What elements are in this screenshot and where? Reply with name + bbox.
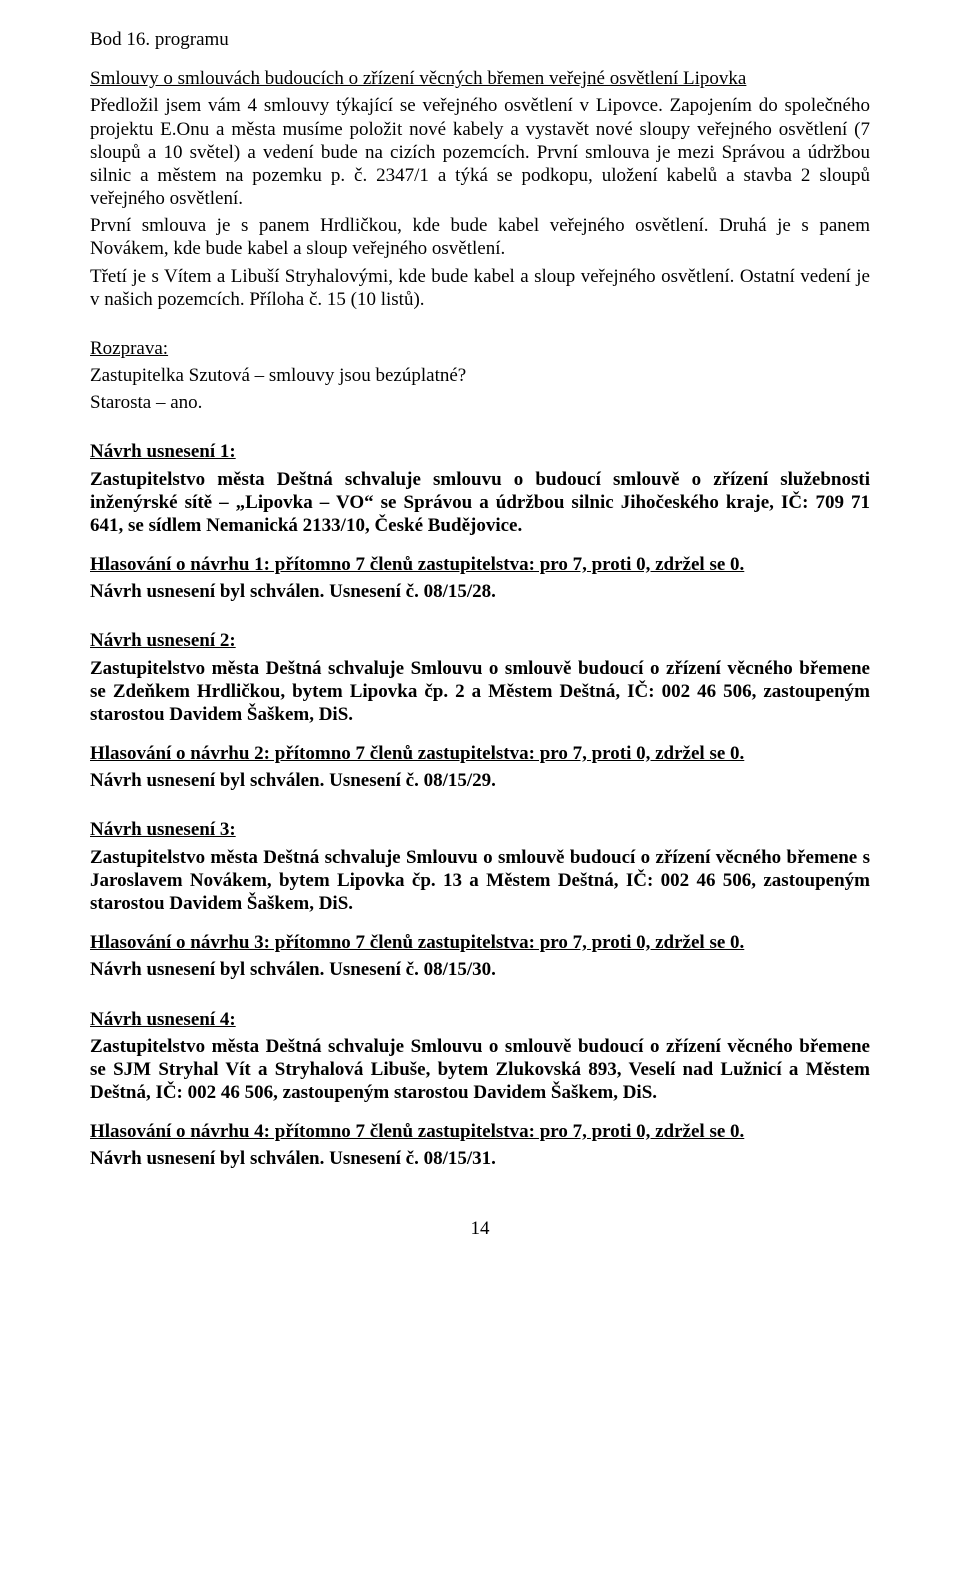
proposal-label: Návrh usnesení 3: [90, 818, 870, 841]
spacer [90, 55, 870, 67]
spacer [90, 315, 870, 337]
spacer [90, 796, 870, 818]
proposal-vote: Hlasování o návrhu 2: přítomno 7 členů z… [90, 742, 870, 765]
proposal-body: Zastupitelstvo města Deštná schvaluje sm… [90, 468, 870, 538]
heading: Bod 16. programu [90, 28, 870, 51]
intro-paragraph-1: Předložil jsem vám 4 smlouvy týkající se… [90, 94, 870, 210]
proposal-vote: Hlasování o návrhu 3: přítomno 7 členů z… [90, 931, 870, 954]
proposal-label: Návrh usnesení 4: [90, 1008, 870, 1031]
page-number: 14 [90, 1217, 870, 1240]
proposal-label: Návrh usnesení 1: [90, 440, 870, 463]
proposal-result: Návrh usnesení byl schválen. Usnesení č.… [90, 580, 870, 603]
spacer [90, 1108, 870, 1120]
proposal-result: Návrh usnesení byl schválen. Usnesení č.… [90, 769, 870, 792]
spacer [90, 418, 870, 440]
proposal-result: Návrh usnesení byl schválen. Usnesení č.… [90, 1147, 870, 1170]
spacer [90, 986, 870, 1008]
document-page: Bod 16. programu Smlouvy o smlouvách bud… [0, 0, 960, 1280]
proposal-vote: Hlasování o návrhu 4: přítomno 7 členů z… [90, 1120, 870, 1143]
intro-paragraph-3: Třetí je s Vítem a Libuší Stryhalovými, … [90, 265, 870, 311]
proposal-result: Návrh usnesení byl schválen. Usnesení č.… [90, 958, 870, 981]
spacer [90, 730, 870, 742]
intro-paragraph-2: První smlouva je s panem Hrdličkou, kde … [90, 214, 870, 260]
spacer [90, 607, 870, 629]
proposal-body: Zastupitelstvo města Deštná schvaluje Sm… [90, 1035, 870, 1105]
proposal-vote: Hlasování o návrhu 1: přítomno 7 členů z… [90, 553, 870, 576]
rozprava-label: Rozprava: [90, 337, 870, 360]
proposal-body: Zastupitelstvo města Deštná schvaluje Sm… [90, 657, 870, 727]
rozprava-line: Starosta – ano. [90, 391, 870, 414]
proposal-label: Návrh usnesení 2: [90, 629, 870, 652]
spacer [90, 541, 870, 553]
proposal-body: Zastupitelstvo města Deštná schvaluje Sm… [90, 846, 870, 916]
spacer [90, 919, 870, 931]
section-title: Smlouvy o smlouvách budoucích o zřízení … [90, 67, 870, 90]
rozprava-line: Zastupitelka Szutová – smlouvy jsou bezú… [90, 364, 870, 387]
